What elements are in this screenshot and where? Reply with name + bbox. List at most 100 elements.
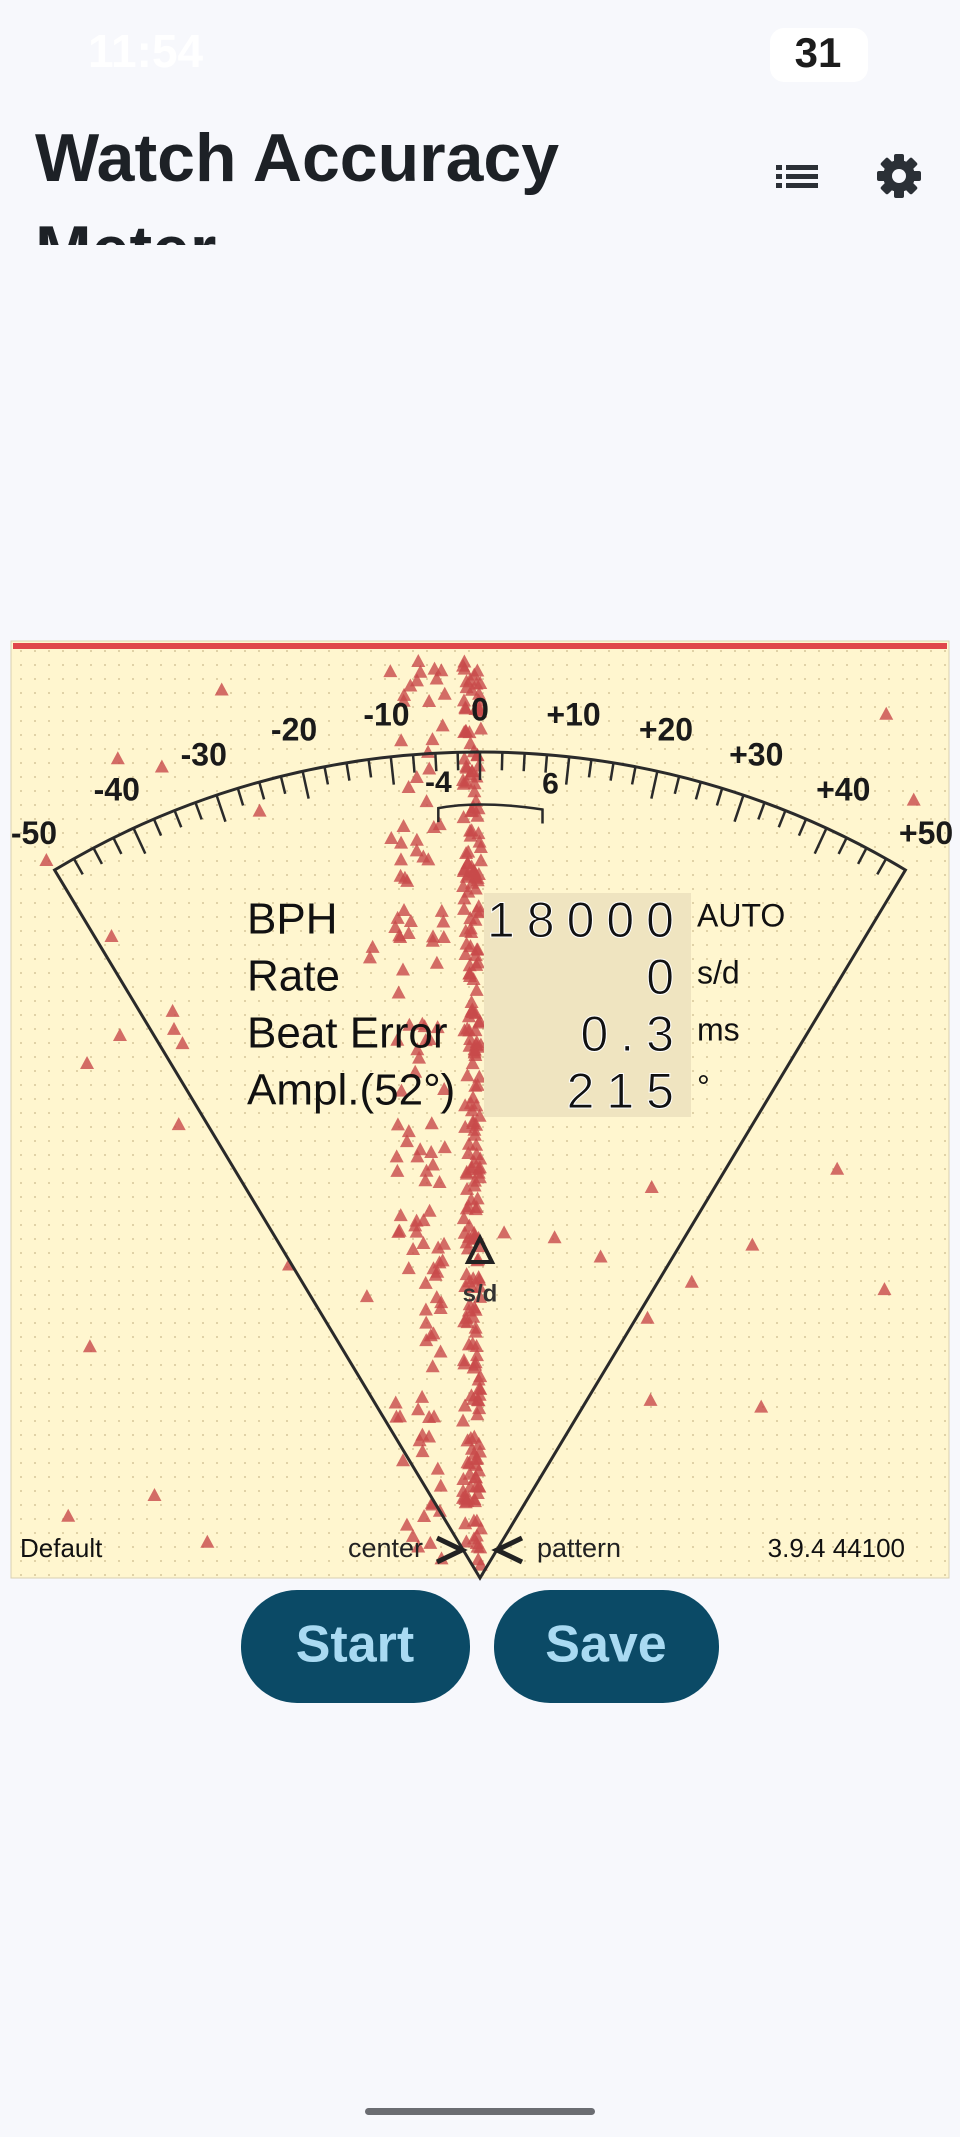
start-label[interactable]: Start (296, 1616, 414, 1674)
reading-label: BPH (247, 895, 337, 944)
start-button[interactable] (241, 1590, 470, 1703)
reading-label: Rate (247, 952, 340, 1001)
dial-tick (889, 869, 907, 895)
tick-point (471, 826, 486, 840)
tick-point (390, 1117, 405, 1131)
tick-point (39, 853, 54, 867)
tick-point (434, 903, 449, 917)
dial-tick (215, 794, 227, 823)
dial-tick (673, 776, 681, 795)
tick-point (397, 687, 412, 701)
tick-point (416, 1236, 431, 1250)
tick-point (471, 1552, 486, 1566)
dial-tick (258, 781, 266, 800)
top-line (13, 643, 947, 649)
tick-point (394, 1083, 409, 1097)
scale-label: +30 (729, 737, 783, 773)
scale-label: 0 (471, 691, 489, 727)
tick-point (147, 1487, 162, 1501)
save-button[interactable] (494, 1590, 719, 1703)
tick-point (470, 1077, 485, 1091)
dial-tick (323, 766, 330, 785)
scale-label: +50 (899, 815, 953, 851)
tick-point (457, 751, 472, 765)
tick-point (426, 1326, 441, 1340)
tick-point (457, 891, 472, 905)
battery (770, 28, 868, 82)
dial-tick (876, 858, 888, 876)
reading-label: Beat Error (247, 1009, 448, 1058)
tick-point (684, 1274, 699, 1288)
tick-point (61, 1508, 76, 1522)
bracket-label: -4 (425, 766, 452, 799)
tick-point (468, 948, 483, 962)
tick-point (471, 1270, 486, 1284)
digit-box (484, 893, 691, 1117)
tick-point (433, 1344, 448, 1358)
tick-point (473, 839, 488, 853)
tick-point (200, 1534, 215, 1548)
scale-label: -20 (271, 712, 317, 748)
tick-point (396, 818, 411, 832)
tick-point (460, 1433, 475, 1447)
tick-point (394, 835, 409, 849)
tick-point (468, 1320, 483, 1334)
tick-point (472, 1170, 487, 1184)
dial-tick (367, 759, 373, 778)
tick-point (394, 733, 409, 747)
tick-point (411, 1539, 426, 1553)
app-title: Watch Accuracy Meter (35, 120, 560, 288)
list-icon[interactable] (776, 165, 818, 188)
tick-point (411, 653, 426, 667)
tick-point (415, 1427, 430, 1441)
profile: Default (20, 1533, 103, 1563)
dial-tick (837, 837, 848, 855)
tick-point (435, 1253, 450, 1267)
tick-point (432, 817, 447, 831)
tick-point (470, 663, 485, 677)
dial-tick (856, 847, 868, 865)
tick-point (396, 1453, 411, 1467)
tick-point (167, 1021, 182, 1035)
scale-label: -40 (94, 771, 140, 807)
tick-point (472, 1381, 487, 1395)
tick-point (468, 1023, 483, 1037)
tick-point (154, 759, 169, 773)
dial-tick (152, 818, 163, 837)
settings-icon[interactable] (877, 154, 921, 198)
tick-point (456, 693, 471, 707)
tick-point (458, 701, 473, 715)
tick-point (418, 1302, 433, 1316)
tick-point (497, 1225, 512, 1239)
tick-point (412, 1050, 427, 1064)
dial-tick (345, 762, 351, 781)
tick-point (470, 808, 485, 822)
center-label: center (348, 1533, 423, 1563)
tick-point (464, 924, 479, 938)
dial-tick (236, 787, 245, 806)
tick-point (461, 1199, 476, 1213)
tick-point (457, 725, 472, 739)
tick-point (461, 1145, 476, 1159)
tick-point (437, 1140, 452, 1154)
tick-point (463, 1096, 478, 1110)
dial-tick (522, 753, 526, 772)
tick-point (405, 1528, 420, 1542)
tick-point (396, 693, 411, 707)
tick-point (456, 863, 471, 877)
tick-point (415, 1389, 430, 1403)
save-label[interactable]: Save (545, 1616, 666, 1674)
dial-tick (630, 766, 637, 785)
tick-point (411, 1402, 426, 1416)
tick-point (462, 1229, 477, 1243)
bracket-label: 6 (542, 767, 559, 800)
pattern-label: pattern (537, 1533, 621, 1563)
dial-tick (715, 787, 724, 806)
home-indicator (365, 2108, 595, 2115)
tick-point (463, 1479, 478, 1493)
tick-point (467, 1155, 482, 1169)
tick-point (392, 928, 407, 942)
tick-point (437, 1236, 452, 1250)
tick-point (458, 947, 473, 961)
